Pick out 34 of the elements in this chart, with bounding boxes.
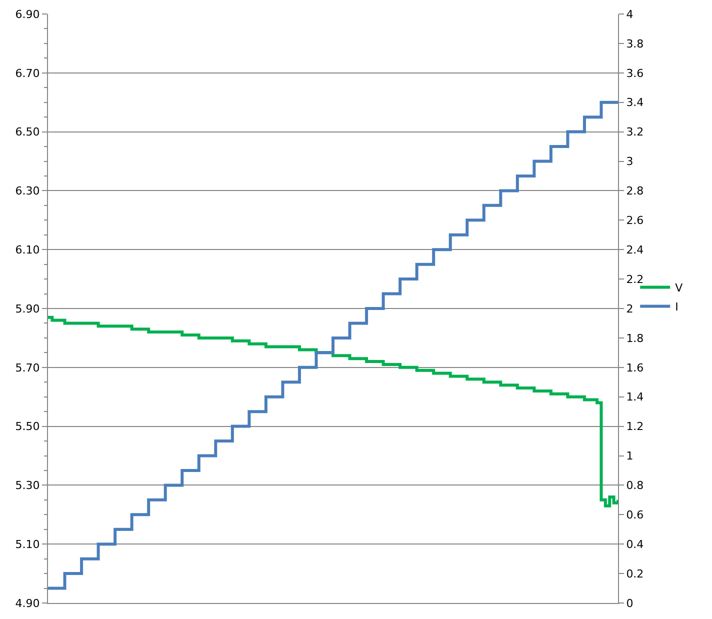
y-tick-label: 5.90	[15, 302, 40, 316]
y2-tick-label: 1.8	[626, 332, 644, 345]
y2-tick-label: 0.2	[626, 567, 644, 580]
y2-tick-label: 2.8	[626, 184, 644, 198]
y2-tick-label: 0.8	[626, 479, 644, 492]
y2-tick-label: 2	[626, 302, 634, 316]
y2-tick-label: 2.2	[626, 272, 644, 286]
y-tick-label: 6.30	[15, 184, 40, 198]
y2-tick-label: 1	[626, 450, 634, 463]
y-tick-label: 5.30	[15, 479, 40, 492]
y2-tick-label: 1.2	[626, 420, 644, 434]
y2-tick-label: 3.2	[626, 126, 644, 139]
y2-tick-label: 0	[626, 596, 634, 610]
legend-label: I	[675, 300, 678, 314]
y-tick-label: 5.50	[15, 420, 40, 434]
y2-tick-label: 3.6	[626, 66, 644, 80]
y2-tick-label: 3.8	[626, 37, 644, 50]
y-tick-label: 5.70	[15, 361, 40, 374]
y-tick-label: 6.50	[15, 126, 40, 139]
y-tick-label: 6.70	[15, 66, 40, 80]
legend-label: V	[675, 282, 684, 295]
y2-tick-label: 1.6	[626, 361, 644, 374]
y2-tick-label: 0.6	[626, 508, 644, 522]
y2-tick-label: 2.4	[626, 243, 644, 256]
y2-tick-label: 0.4	[626, 538, 644, 551]
y-tick-label: 5.10	[15, 538, 40, 551]
y2-tick-label: 3.4	[626, 96, 644, 110]
y2-tick-label: 2.6	[626, 214, 644, 227]
y-tick-label: 4.90	[15, 596, 40, 610]
y2-tick-label: 1.4	[626, 390, 644, 404]
y2-tick-label: 4	[626, 8, 634, 21]
y-tick-label: 6.90	[15, 8, 40, 21]
y-tick-label: 6.10	[15, 243, 40, 256]
y2-tick-label: 3	[626, 155, 634, 168]
